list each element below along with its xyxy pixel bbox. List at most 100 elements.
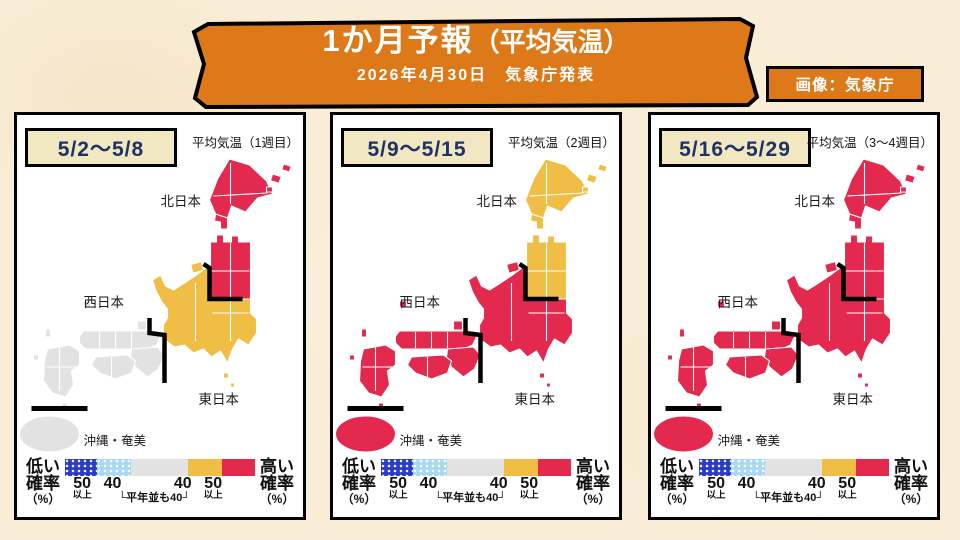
forecast-panel: 5/9～5/15 平均気温（2週目） — [330, 112, 622, 520]
label-okinawa-amami: 沖縄・奄美 — [718, 433, 781, 448]
oki-shape — [398, 300, 408, 308]
tick-40-low: 40 — [103, 475, 122, 492]
kuril-dash-2 — [915, 163, 926, 173]
iki-shape — [32, 354, 40, 361]
japan-map: 北日本 西日本 東日本 沖縄・奄美 — [653, 158, 926, 453]
legend-seg-lightblue — [731, 459, 765, 476]
forecast-panel: 5/16～5/29 平均気温（3～4週目） — [648, 112, 940, 520]
kyushu-shape — [358, 344, 397, 398]
legend-low-label: 低い 確率 （%） — [341, 457, 377, 506]
legend-low-label: 低い 確率 （%） — [659, 457, 695, 506]
label-okinawa-amami: 沖縄・奄美 — [84, 433, 147, 448]
kuril-dash-3 — [581, 186, 590, 193]
label-okinawa-amami: 沖縄・奄美 — [400, 433, 463, 448]
legend-seg-yellow — [187, 459, 222, 476]
north-east-boundary — [202, 262, 243, 302]
legend-high-label: 高い 確率 （%） — [893, 457, 929, 506]
kuril-dash-2 — [281, 163, 292, 173]
legend-seg-red — [537, 459, 571, 476]
tick-50-high: 50 以上 — [837, 475, 857, 502]
tick-50-high: 50 以上 — [203, 475, 223, 502]
kuril-dash-1 — [585, 173, 598, 184]
legend-color-bar — [381, 459, 571, 476]
japan-map: 北日本 西日本 東日本 沖縄・奄美 — [335, 158, 608, 453]
oshima-shape — [847, 213, 863, 230]
oshima-shape — [529, 213, 545, 230]
region-north-japan — [208, 158, 292, 300]
oshima-shape — [213, 213, 229, 230]
legend-center-note: └平年並も40┘ — [118, 492, 191, 504]
legend-seg-yellow — [821, 459, 856, 476]
image-credit-badge: 画像：気象庁 — [766, 66, 924, 102]
probability-legend: 低い 確率 （%） 50 以上 40 — [21, 457, 299, 513]
legend-seg-lightblue — [413, 459, 447, 476]
tango-shape — [136, 320, 148, 331]
banner-shape — [191, 16, 760, 110]
okinawa-amami-shape — [335, 415, 397, 453]
map-title: 平均気温（1週目） — [192, 136, 299, 150]
legend-seg-darkblue — [381, 459, 414, 476]
legend-color-bar — [699, 459, 889, 476]
izu-island-1 — [538, 372, 546, 379]
tango-shape — [452, 320, 464, 331]
legend-ticks: 50 以上 40 └平年並も40┘ 40 50 以上 — [65, 475, 255, 510]
issue-date: 2026年4月30日 気象庁発表 — [356, 67, 596, 85]
kuril-dash-1 — [903, 173, 916, 184]
tick-50-low: 50 以上 — [72, 475, 92, 502]
tick-40-high: 40 — [173, 475, 192, 492]
legend-high-label: 高い 確率 （%） — [259, 457, 295, 506]
tsushima-shape — [360, 328, 368, 338]
tick-40-high: 40 — [489, 475, 508, 492]
tango-shape — [770, 320, 782, 331]
region-west-japan — [348, 300, 482, 408]
izu-island-1 — [222, 372, 230, 379]
label-north-japan: 北日本 — [477, 194, 518, 209]
probability-legend: 低い 確率 （%） 50 以上 40 — [655, 457, 933, 513]
okinawa-amami-shape — [653, 415, 715, 453]
kuril-dash-3 — [265, 186, 274, 193]
legend-ticks: 50 以上 40 └平年並も40┘ 40 50 以上 — [699, 475, 889, 510]
tsushima-shape — [44, 328, 52, 338]
date-range-label: 5/16～5/29 — [659, 128, 811, 167]
label-west-japan: 西日本 — [84, 295, 125, 310]
label-north-japan: 北日本 — [795, 194, 836, 209]
shikoku-shape — [724, 354, 771, 380]
hokkaido-shape — [842, 158, 908, 219]
legend-seg-gray — [764, 459, 822, 476]
legend-scale: 50 以上 40 └平年並も40┘ 40 50 以上 — [65, 457, 255, 513]
shikoku-shape — [90, 354, 137, 380]
prefecture-lines — [680, 163, 902, 391]
tick-50-low: 50 以上 — [388, 475, 408, 502]
kuril-dash-1 — [269, 173, 282, 184]
map-title: 平均気温（2週目） — [508, 136, 615, 150]
tsushima-shape — [678, 328, 686, 338]
oki-shape — [716, 300, 726, 308]
legend-center-note: └平年並も40┘ — [434, 492, 507, 504]
east-west-boundary — [463, 318, 483, 383]
region-west-japan — [32, 300, 166, 408]
banner-text: 1か月予報（平均気温） 2026年4月30日 気象庁発表 — [180, 12, 772, 110]
label-east-japan: 東日本 — [199, 392, 240, 407]
region-north-japan — [842, 158, 926, 300]
izu-island-1 — [856, 372, 864, 379]
legend-seg-red — [855, 459, 889, 476]
iki-shape — [666, 354, 674, 361]
shikoku-shape — [406, 354, 453, 380]
label-north-japan: 北日本 — [161, 194, 202, 209]
legend-seg-gray — [446, 459, 504, 476]
north-east-boundary — [836, 262, 877, 302]
legend-ticks: 50 以上 40 └平年並も40┘ 40 50 以上 — [381, 475, 571, 510]
japan-map: 北日本 西日本 東日本 沖縄・奄美 — [19, 158, 292, 453]
legend-seg-lightblue — [97, 459, 131, 476]
label-west-japan: 西日本 — [400, 295, 441, 310]
izu-island-2 — [863, 382, 870, 388]
legend-low-label: 低い 確率 （%） — [25, 457, 61, 506]
iki-shape — [348, 354, 356, 361]
kuril-dash-3 — [899, 186, 908, 193]
tick-50-high: 50 以上 — [519, 475, 539, 502]
kyushu-shape — [676, 344, 715, 398]
kuril-dash-2 — [597, 163, 608, 173]
inset-separator-bar — [31, 406, 88, 411]
inset-separator-bar — [665, 406, 722, 411]
